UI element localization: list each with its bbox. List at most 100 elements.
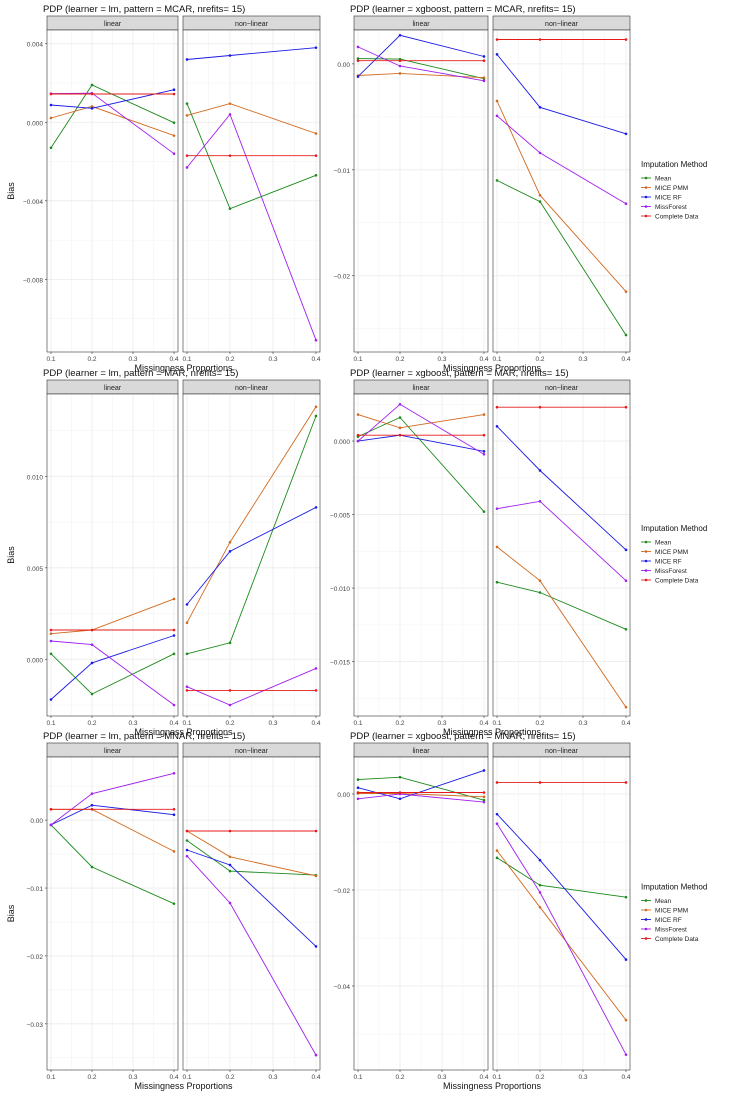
x-tick-label: 0.2 xyxy=(225,356,234,363)
x-tick-label: 0.2 xyxy=(87,720,96,727)
legend: Imputation Method Mean MICE PMM MICE RF Miss… xyxy=(641,524,707,585)
legend-swatch-point xyxy=(644,540,648,544)
data-point-complete xyxy=(482,433,486,437)
y-tick-label: 0.00 xyxy=(337,62,350,69)
data-point-mean xyxy=(624,627,628,631)
data-point-mean xyxy=(172,902,176,905)
x-tick-label: 0.3 xyxy=(437,1074,446,1081)
facet-strip-label: linear xyxy=(412,385,430,392)
data-point-mice-rf xyxy=(90,803,94,807)
data-point-missforest xyxy=(398,402,402,406)
data-point-mean xyxy=(185,102,189,105)
facet-linear: linear 0.1 0.2 0.3 0.4 xyxy=(46,379,179,727)
data-point-mice-pmm xyxy=(495,99,499,103)
y-tick-label: −0.004 xyxy=(23,199,43,206)
data-point-complete xyxy=(228,689,232,692)
data-point-mice-rf xyxy=(172,813,176,817)
data-point-mean xyxy=(314,173,318,177)
y-tick-label: 0.000 xyxy=(27,120,44,127)
data-point-mean xyxy=(482,798,486,802)
y-tick-label: 0.00 xyxy=(30,818,43,825)
x-tick-label: 0.4 xyxy=(311,720,320,727)
data-point-complete xyxy=(356,791,360,794)
data-point-complete xyxy=(228,154,232,157)
data-point-missforest xyxy=(495,822,499,826)
facet-strip-label: linear xyxy=(104,748,122,755)
data-point-missforest xyxy=(538,891,542,894)
data-point-mice-pmm xyxy=(172,597,176,601)
chart-6: PDP (learner = xgboost, pattern = MNAR, … xyxy=(334,731,708,1091)
legend-title: Imputation Method xyxy=(641,160,707,169)
data-point-complete xyxy=(185,689,189,692)
data-point-complete xyxy=(356,433,360,437)
x-tick-label: 0.3 xyxy=(578,1074,587,1081)
data-point-mice-pmm xyxy=(314,874,318,878)
data-point-complete xyxy=(624,38,628,41)
panel-border xyxy=(353,756,489,1071)
facet-linear: linear 0.1 0.2 0.3 0.4 xyxy=(46,15,179,363)
x-tick-label: 0.1 xyxy=(182,1074,191,1081)
data-point-mean xyxy=(624,895,628,899)
data-point-missforest xyxy=(228,901,232,905)
legend-swatch-point xyxy=(644,578,648,582)
y-axis-label: Bias xyxy=(6,904,16,922)
data-point-complete xyxy=(538,38,542,41)
data-point-mice-rf xyxy=(228,550,232,553)
panel-border xyxy=(46,756,179,1071)
x-axis-label: Missingness Proportions xyxy=(443,363,542,373)
facet-non-linear: non−linear 0.1 0.2 0.3 0.4 xyxy=(492,742,631,1081)
legend-swatch-point xyxy=(644,908,648,912)
data-point-complete xyxy=(49,807,53,811)
legend-swatch-point xyxy=(644,569,648,572)
data-point-complete xyxy=(90,92,94,96)
panel-border xyxy=(492,29,631,353)
data-point-mice-pmm xyxy=(185,621,189,624)
x-tick-label: 0.2 xyxy=(225,1074,234,1081)
data-point-mice-pmm xyxy=(495,849,499,852)
x-axis-label: Missingness Proportions xyxy=(443,1081,542,1091)
facet-strip-label: non−linear xyxy=(235,748,269,755)
x-tick-label: 0.4 xyxy=(621,356,630,363)
data-point-mice-pmm xyxy=(90,105,94,108)
legend: Imputation Method Mean MICE PMM MICE RF Miss… xyxy=(641,883,707,943)
data-point-mice-pmm xyxy=(624,705,628,709)
x-tick-label: 0.3 xyxy=(268,1074,277,1081)
x-tick-label: 0.2 xyxy=(395,356,404,363)
x-tick-label: 0.2 xyxy=(225,720,234,727)
x-tick-label: 0.1 xyxy=(492,1074,501,1081)
data-point-complete xyxy=(495,781,499,784)
chart-2: PDP (learner = xgboost, pattern = MCAR, … xyxy=(334,4,708,373)
x-tick-label: 0.3 xyxy=(578,356,587,363)
legend-label: Complete Data xyxy=(655,936,699,943)
facet-non-linear: non−linear 0.1 0.2 0.3 0.4 xyxy=(492,15,631,363)
data-point-mice-rf xyxy=(624,132,628,136)
data-point-missforest xyxy=(538,151,542,155)
legend-swatch-point xyxy=(644,176,648,180)
data-point-mice-pmm xyxy=(398,72,402,75)
data-point-mean xyxy=(49,146,53,150)
data-point-mean xyxy=(495,856,499,860)
data-point-missforest xyxy=(356,45,360,49)
legend-label: Complete Data xyxy=(655,214,699,221)
x-tick-label: 0.4 xyxy=(479,1074,488,1081)
facet-strip-label: non−linear xyxy=(235,21,269,28)
x-tick-label: 0.4 xyxy=(479,720,488,727)
data-point-mean xyxy=(90,692,94,696)
x-tick-label: 0.3 xyxy=(128,720,137,727)
data-point-mice-pmm xyxy=(482,76,486,79)
data-point-complete xyxy=(398,59,402,63)
y-tick-label: −0.02 xyxy=(334,888,351,895)
y-tick-label: −0.008 xyxy=(23,277,43,284)
y-tick-label: 0.00 xyxy=(337,792,350,799)
data-point-mice-rf xyxy=(90,661,94,665)
y-tick-label: 0.005 xyxy=(27,566,44,573)
data-point-missforest xyxy=(624,202,628,206)
y-tick-label: −0.010 xyxy=(330,586,350,593)
data-point-missforest xyxy=(185,685,189,689)
x-tick-label: 0.1 xyxy=(353,356,362,363)
legend-swatch-point xyxy=(644,195,648,199)
data-point-missforest xyxy=(398,64,402,68)
data-point-mice-pmm xyxy=(314,405,318,409)
legend-label: Mean xyxy=(655,898,672,905)
panel-border xyxy=(182,393,321,717)
